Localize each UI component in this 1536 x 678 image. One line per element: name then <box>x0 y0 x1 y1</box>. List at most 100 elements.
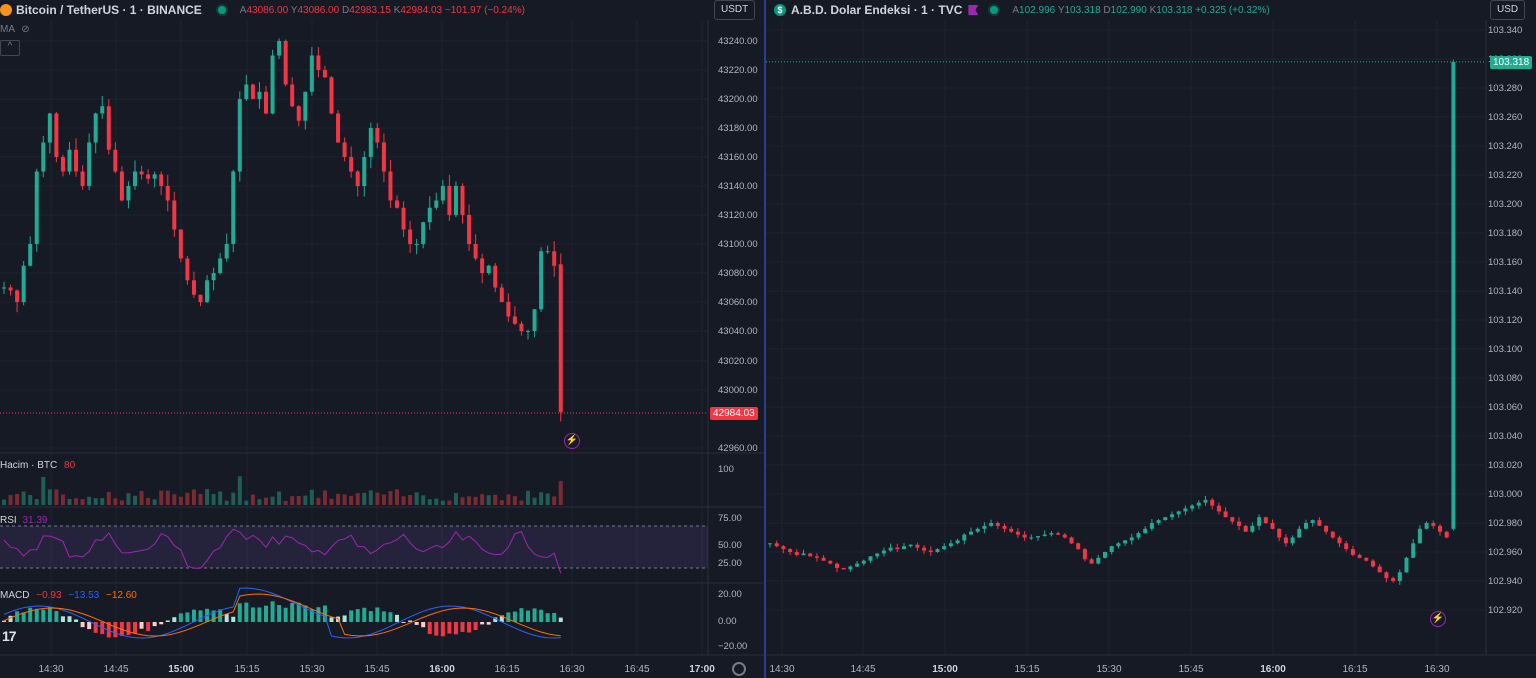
dxy-change: +0.325 (+0.32%) <box>1195 4 1270 16</box>
tradingview-logo-icon[interactable]: 17 <box>2 628 17 644</box>
candle-body <box>1257 517 1262 526</box>
dxy-chart-panel[interactable]: 103.340103.300103.280103.260103.240103.2… <box>766 0 1536 678</box>
macd-histogram-bar <box>133 622 137 634</box>
pane-divider[interactable] <box>764 0 766 678</box>
candle-body <box>1290 537 1295 544</box>
candle-body <box>526 331 530 332</box>
candle-body <box>768 543 772 545</box>
ma-indicator-label[interactable]: MA ⊘ <box>0 24 30 35</box>
macd-histogram-bar <box>237 603 242 622</box>
candle-body <box>218 258 223 273</box>
macd-histogram-bar <box>224 614 229 622</box>
time-axis-label: 15:00 <box>168 664 194 675</box>
time-axis-label: 16:30 <box>559 664 584 675</box>
candle-body <box>902 546 906 550</box>
candle-body <box>969 531 973 535</box>
macd-histogram-bar <box>381 611 386 622</box>
volume-bar <box>87 496 92 505</box>
macd-histogram-bar <box>67 616 72 622</box>
candle-body <box>152 174 157 179</box>
candle-body <box>1438 525 1442 532</box>
candle-body <box>1015 531 1020 535</box>
macd-axis-label: 20.00 <box>718 589 742 600</box>
volume-bar <box>532 497 537 505</box>
time-axis-label: 16:45 <box>624 664 649 675</box>
price-axis-label: 43020.00 <box>718 356 758 367</box>
macd-legend[interactable]: MACD −0.93 −13.53 −12.60 <box>0 590 137 601</box>
macd-histogram-bar <box>8 615 13 622</box>
lightning-icon[interactable]: ⚡ <box>564 433 580 449</box>
candle-body <box>1002 525 1007 529</box>
candle-body <box>257 91 262 99</box>
macd-histogram-bar <box>15 611 20 622</box>
volume-bar <box>152 499 157 505</box>
volume-bar <box>237 476 242 505</box>
candle-body <box>329 77 334 114</box>
macd-histogram-bar <box>460 622 465 632</box>
candle-body <box>198 294 203 302</box>
candle-body <box>21 265 26 302</box>
candle-body <box>774 543 779 547</box>
volume-bar <box>552 496 557 505</box>
dxy-chart-canvas[interactable]: 103.340103.300103.280103.260103.240103.2… <box>766 0 1536 678</box>
candle-body <box>1176 511 1181 515</box>
candle-body <box>1330 531 1335 538</box>
time-axis-label: 15:30 <box>1096 664 1121 675</box>
price-axis-label: 43000.00 <box>718 385 758 396</box>
candle-body <box>1056 533 1061 535</box>
candle-body <box>15 290 20 302</box>
collapse-chevron-icon[interactable]: ^ <box>0 40 20 56</box>
volume-bar <box>362 492 367 505</box>
btc-chart-canvas[interactable]: 43240.00 43220.00 43200.00 43180.00 43160.00… <box>0 0 764 678</box>
btc-chart-panel[interactable]: 43240.00 43220.00 43200.00 43180.00 43160.00… <box>0 0 764 678</box>
macd-histogram-bar <box>447 622 452 634</box>
btc-currency-select[interactable]: USDT <box>714 0 756 20</box>
candle-body <box>1277 528 1282 538</box>
candle-body <box>1404 557 1409 573</box>
rsi-band <box>0 526 708 568</box>
price-axis-label: 103.100 <box>1488 344 1522 355</box>
btc-symbol-title[interactable]: Bitcoin / TetherUS · 1 · BINANCE <box>16 3 202 17</box>
candle-body <box>1357 554 1362 558</box>
candle-body <box>1116 543 1121 547</box>
candle-body <box>460 186 465 215</box>
flag-icon[interactable] <box>968 5 979 15</box>
candle-body <box>935 549 940 552</box>
macd-histogram-bar <box>126 622 131 636</box>
time-axis-label: 16:00 <box>1260 664 1286 675</box>
candle-body <box>1283 537 1288 544</box>
candle-body <box>915 544 920 548</box>
macd-histogram-bar <box>270 601 275 622</box>
candle-body <box>922 547 927 551</box>
dxy-currency-select[interactable]: USD <box>1490 0 1526 20</box>
volume-bar <box>322 490 327 505</box>
volume-bar <box>473 496 478 505</box>
volume-bar <box>15 493 20 505</box>
candle-body <box>270 55 275 114</box>
candle-body <box>1183 508 1188 512</box>
volume-bar <box>257 499 262 505</box>
candle-body <box>1444 531 1449 538</box>
volume-bar <box>178 496 183 505</box>
candle-body <box>1156 520 1161 523</box>
candle-body <box>539 251 544 310</box>
price-axis-label: 43200.00 <box>718 94 758 105</box>
candle-body <box>1042 534 1047 537</box>
volume-legend[interactable]: Hacim · BTC 80 <box>0 460 76 471</box>
candle-body <box>875 553 880 557</box>
volume-bar <box>395 489 399 505</box>
candle-body <box>1190 505 1195 509</box>
lightning-icon[interactable]: ⚡ <box>1430 611 1446 627</box>
candle-body <box>1270 523 1275 529</box>
gear-icon[interactable] <box>732 662 746 676</box>
eye-off-icon[interactable]: ⊘ <box>21 24 30 35</box>
macd-histogram-bar <box>87 622 92 630</box>
volume-bar <box>47 489 52 505</box>
macd-histogram-bar <box>185 612 190 622</box>
rsi-legend[interactable]: RSI 31.39 <box>0 515 48 526</box>
candle-body <box>34 171 39 244</box>
rsi-axis-label: 50.00 <box>718 540 742 551</box>
candle-body <box>781 546 786 550</box>
dxy-symbol-title[interactable]: A.B.D. Dolar Endeksi · 1 · TVC <box>791 3 963 17</box>
candle-body <box>146 174 151 179</box>
